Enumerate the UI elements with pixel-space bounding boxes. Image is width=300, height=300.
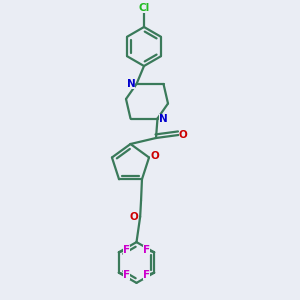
- Text: O: O: [129, 212, 138, 222]
- Text: F: F: [123, 245, 130, 255]
- Text: O: O: [150, 151, 159, 161]
- Text: F: F: [143, 245, 150, 255]
- Text: Cl: Cl: [138, 3, 150, 13]
- Text: O: O: [178, 130, 188, 140]
- Text: F: F: [123, 270, 130, 280]
- Text: N: N: [158, 113, 167, 124]
- Text: F: F: [143, 270, 150, 280]
- Text: N: N: [127, 79, 136, 89]
